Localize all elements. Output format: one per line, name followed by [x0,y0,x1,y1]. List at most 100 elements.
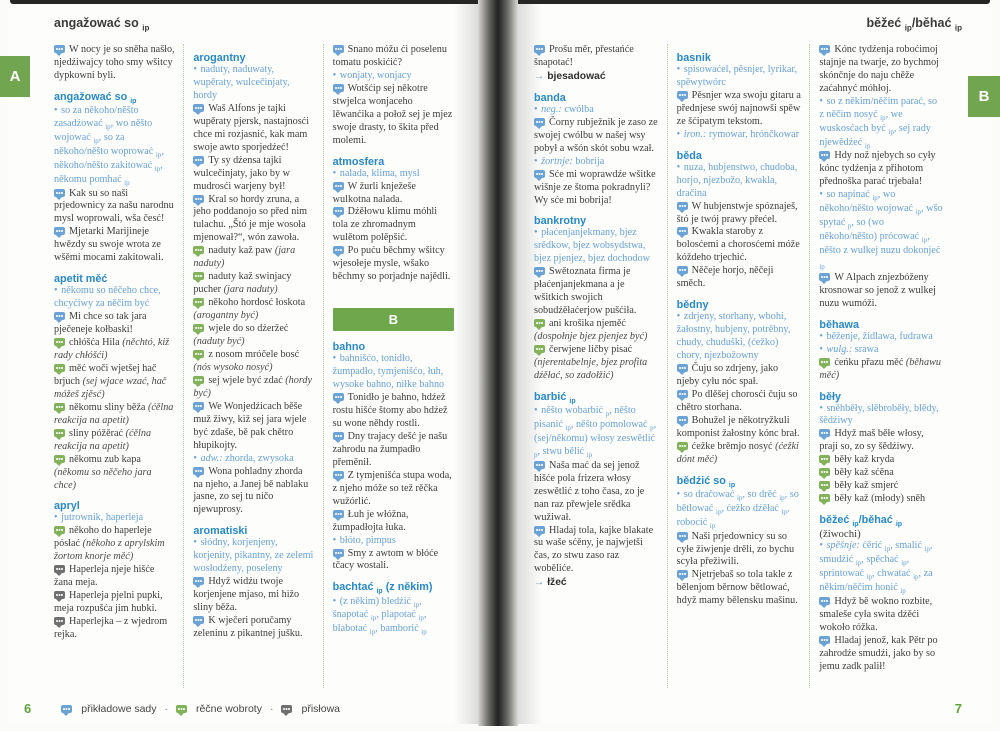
synonym-list: • adw.: zhorda, zwysoka [193,452,294,464]
idiom-phrase: ćežke brěmjo nosyć (ćežki dónt měć) [676,440,799,465]
example-sentence: Hdy nož njebych so cyły kónc tydźenja z … [819,150,936,188]
entry-headword: barbić ip [534,390,576,406]
bullet-icon: • [54,285,58,297]
proverb: Haperleja pjelni pupki, meja rozpušća ji… [54,590,163,615]
entry-headword: běły [819,390,841,403]
example-bubble-icon [676,364,688,376]
example-bubble-icon [332,83,344,95]
entry-headword: angažować so ip [54,90,137,106]
synonym-list: • iron.: rymowar, hrónčkowar [676,128,800,140]
proverb-bubble-icon [54,591,65,603]
left-page-header: angažować so ip [54,16,150,33]
proverb: Haperlejka – z wjedrom rejka. [54,616,168,641]
example-bubble-icon [332,431,344,443]
idiom-bubble-icon [534,319,545,331]
example-sentence: W nocy je so sněha našło, njedźiwajcy to… [54,44,175,81]
bullet-icon: • [819,343,823,355]
right-page-header: běžeć ip/běhać ip [866,16,962,33]
example-sentence: Ty sy dźensa tajki wulcečinjaty, jako by… [193,154,290,192]
legend-label: rěčne wobroty [196,702,262,715]
idiom-bubble-icon [193,324,205,336]
example-sentence: Hdyž bě wokno rozbite, smaleše cyła swit… [819,595,933,633]
proverb-bubble-icon [281,704,293,716]
example-sentence: Dny trajacy dešć je našu zahrodu na žump… [332,430,448,468]
example-sentence: Pěsnjer wza swoju gitaru a přednjese swó… [676,89,801,127]
bullet-icon: • [819,189,823,201]
bullet-icon: • [819,330,823,342]
synonym-list: • wulg.: srawa [819,343,879,355]
idiom-phrase: wjele do so dźeržeć (naduty być) [193,323,289,348]
example-sentence: W Alpach znjezbóženy krosnowar so jenož … [819,271,936,309]
right-page: běžeć ip/běhać ip Prošu měr, přestańće š… [518,4,992,724]
bullet-icon: • [534,405,538,417]
example-bubble-icon [332,548,344,560]
example-bubble-icon [819,45,831,56]
example-bubble-icon [332,509,344,521]
idiom-phrase: naduty kaž paw (jara naduty) [193,245,296,270]
idiom-bubble-icon [176,704,188,716]
example-bubble-icon [819,272,831,284]
example-bubble-icon [676,227,688,239]
entry-headword: atmosfera [332,155,385,168]
example-sentence: Snano móžu ći poselenu tomatu poskićić? [332,44,447,68]
example-sentence: Mjetarki Marijineje hwězdy su swoje wrot… [54,226,164,264]
example-sentence: Wotšćip sej někotre stwjelca wonjaceho l… [332,82,453,146]
bullet-icon: • [534,155,538,167]
example-bubble-icon [676,531,688,543]
entry-headword: banda [534,91,566,104]
example-bubble-icon [54,188,65,200]
idiom-phrase: běły kaž sćěna [819,467,944,480]
cross-reference: → łžeć [534,577,567,589]
synonym-list: • so z někim/něčim parać, so z něčim nos… [819,95,938,150]
example-bubble-icon [332,207,344,219]
left-page-footer: 6 přikładowe sady · rěčne wobroty · přisłowa [24,701,462,716]
idiom-phrase: měć woči wjetšej hač brjuch (sej wjace w… [54,362,167,400]
right-page-footer: 7 [534,701,976,716]
example-bubble-icon [534,169,545,181]
idiom-phrase: někoho hordosć łoskota (arogantny być) [193,297,306,322]
bullet-icon: • [332,534,337,546]
example-sentence: Dźěłowu klimu móhli tola ze zhromadnym w… [332,206,438,244]
bullet-icon: • [819,540,823,552]
synonym-list: • słódny, korjenjeny, korjenity, pikantn… [193,537,314,575]
entry-headword: apetit měć [54,273,108,286]
synonym-list: • zdrjeny, storhany, wbohi, žałostny, hu… [676,311,791,362]
example-bubble-icon [332,181,344,193]
bullet-icon: • [332,595,337,607]
bullet-icon: • [534,103,538,115]
example-bubble-icon [819,596,831,608]
example-bubble-icon [61,704,73,716]
example-sentence: Kwakla staroby z bolosćemi a chorosćemi … [676,226,800,264]
example-sentence: Waš Alfons je tajki wupěraty pjersk, nas… [193,102,310,153]
example-sentence: Kral so hordy zruna, a jeho poddanojo so… [193,193,308,244]
example-bubble-icon [534,460,545,472]
idiom-bubble-icon [819,481,831,493]
example-sentence: Mi chce so tak jara pječeneje kołbaski! [54,311,147,336]
example-sentence: Kónc tydźenja roboćimoj stajnje na twarj… [819,44,940,94]
synonym-list: • (z někim) bledźić ip, šnapotać ip, pla… [332,595,427,637]
example-sentence: Hladaj jenož, kak Pětr po zahrodźe smudź… [819,634,938,672]
bullet-icon: • [54,105,58,117]
bullet-icon: • [332,167,337,179]
synonym-list: • bahnišćo, tonidło, žumpadło, tymjenišć… [332,353,445,391]
idiom-phrase: z nosom mróčele bosć (nós wysoko nosyć) [193,348,300,373]
entry-headword: běžeć ip/běhać ip (žiwochi) [819,514,903,541]
example-sentence: Łuh je włóžna, žumpadłojta łuka. [332,508,409,533]
example-sentence: Čuju so zdrjeny, jako njeby cyłu nóc spa… [676,363,779,388]
entry-headword: bědźić so ip [676,474,736,489]
bullet-icon: • [676,311,681,323]
example-sentence: Tonidło je bahno, hdźež rostu hišće štom… [332,392,448,429]
entry-headword: arogantny [193,52,246,64]
example-sentence: Naša mać da sej jenož hišće pola frizera… [534,459,645,523]
bullet-icon: • [676,64,681,75]
synonym-list: • spěšnje: ćěrić ip, smalić ip, smudźić … [819,540,933,596]
example-bubble-icon [676,415,688,427]
example-bubble-icon [193,103,205,115]
right-column-3: Kónc tydźenja roboćimoj stajnje na twarj… [809,44,952,688]
left-page: angažować so ip W nocy je so sněha našło… [8,4,478,724]
example-bubble-icon [676,201,688,213]
example-sentence: Hladaj tola, kajke blakate su waše sćěny… [534,524,654,575]
example-bubble-icon [676,90,688,102]
example-sentence: Njetrjebaš so tola takle z bělenjom běrn… [676,569,798,607]
